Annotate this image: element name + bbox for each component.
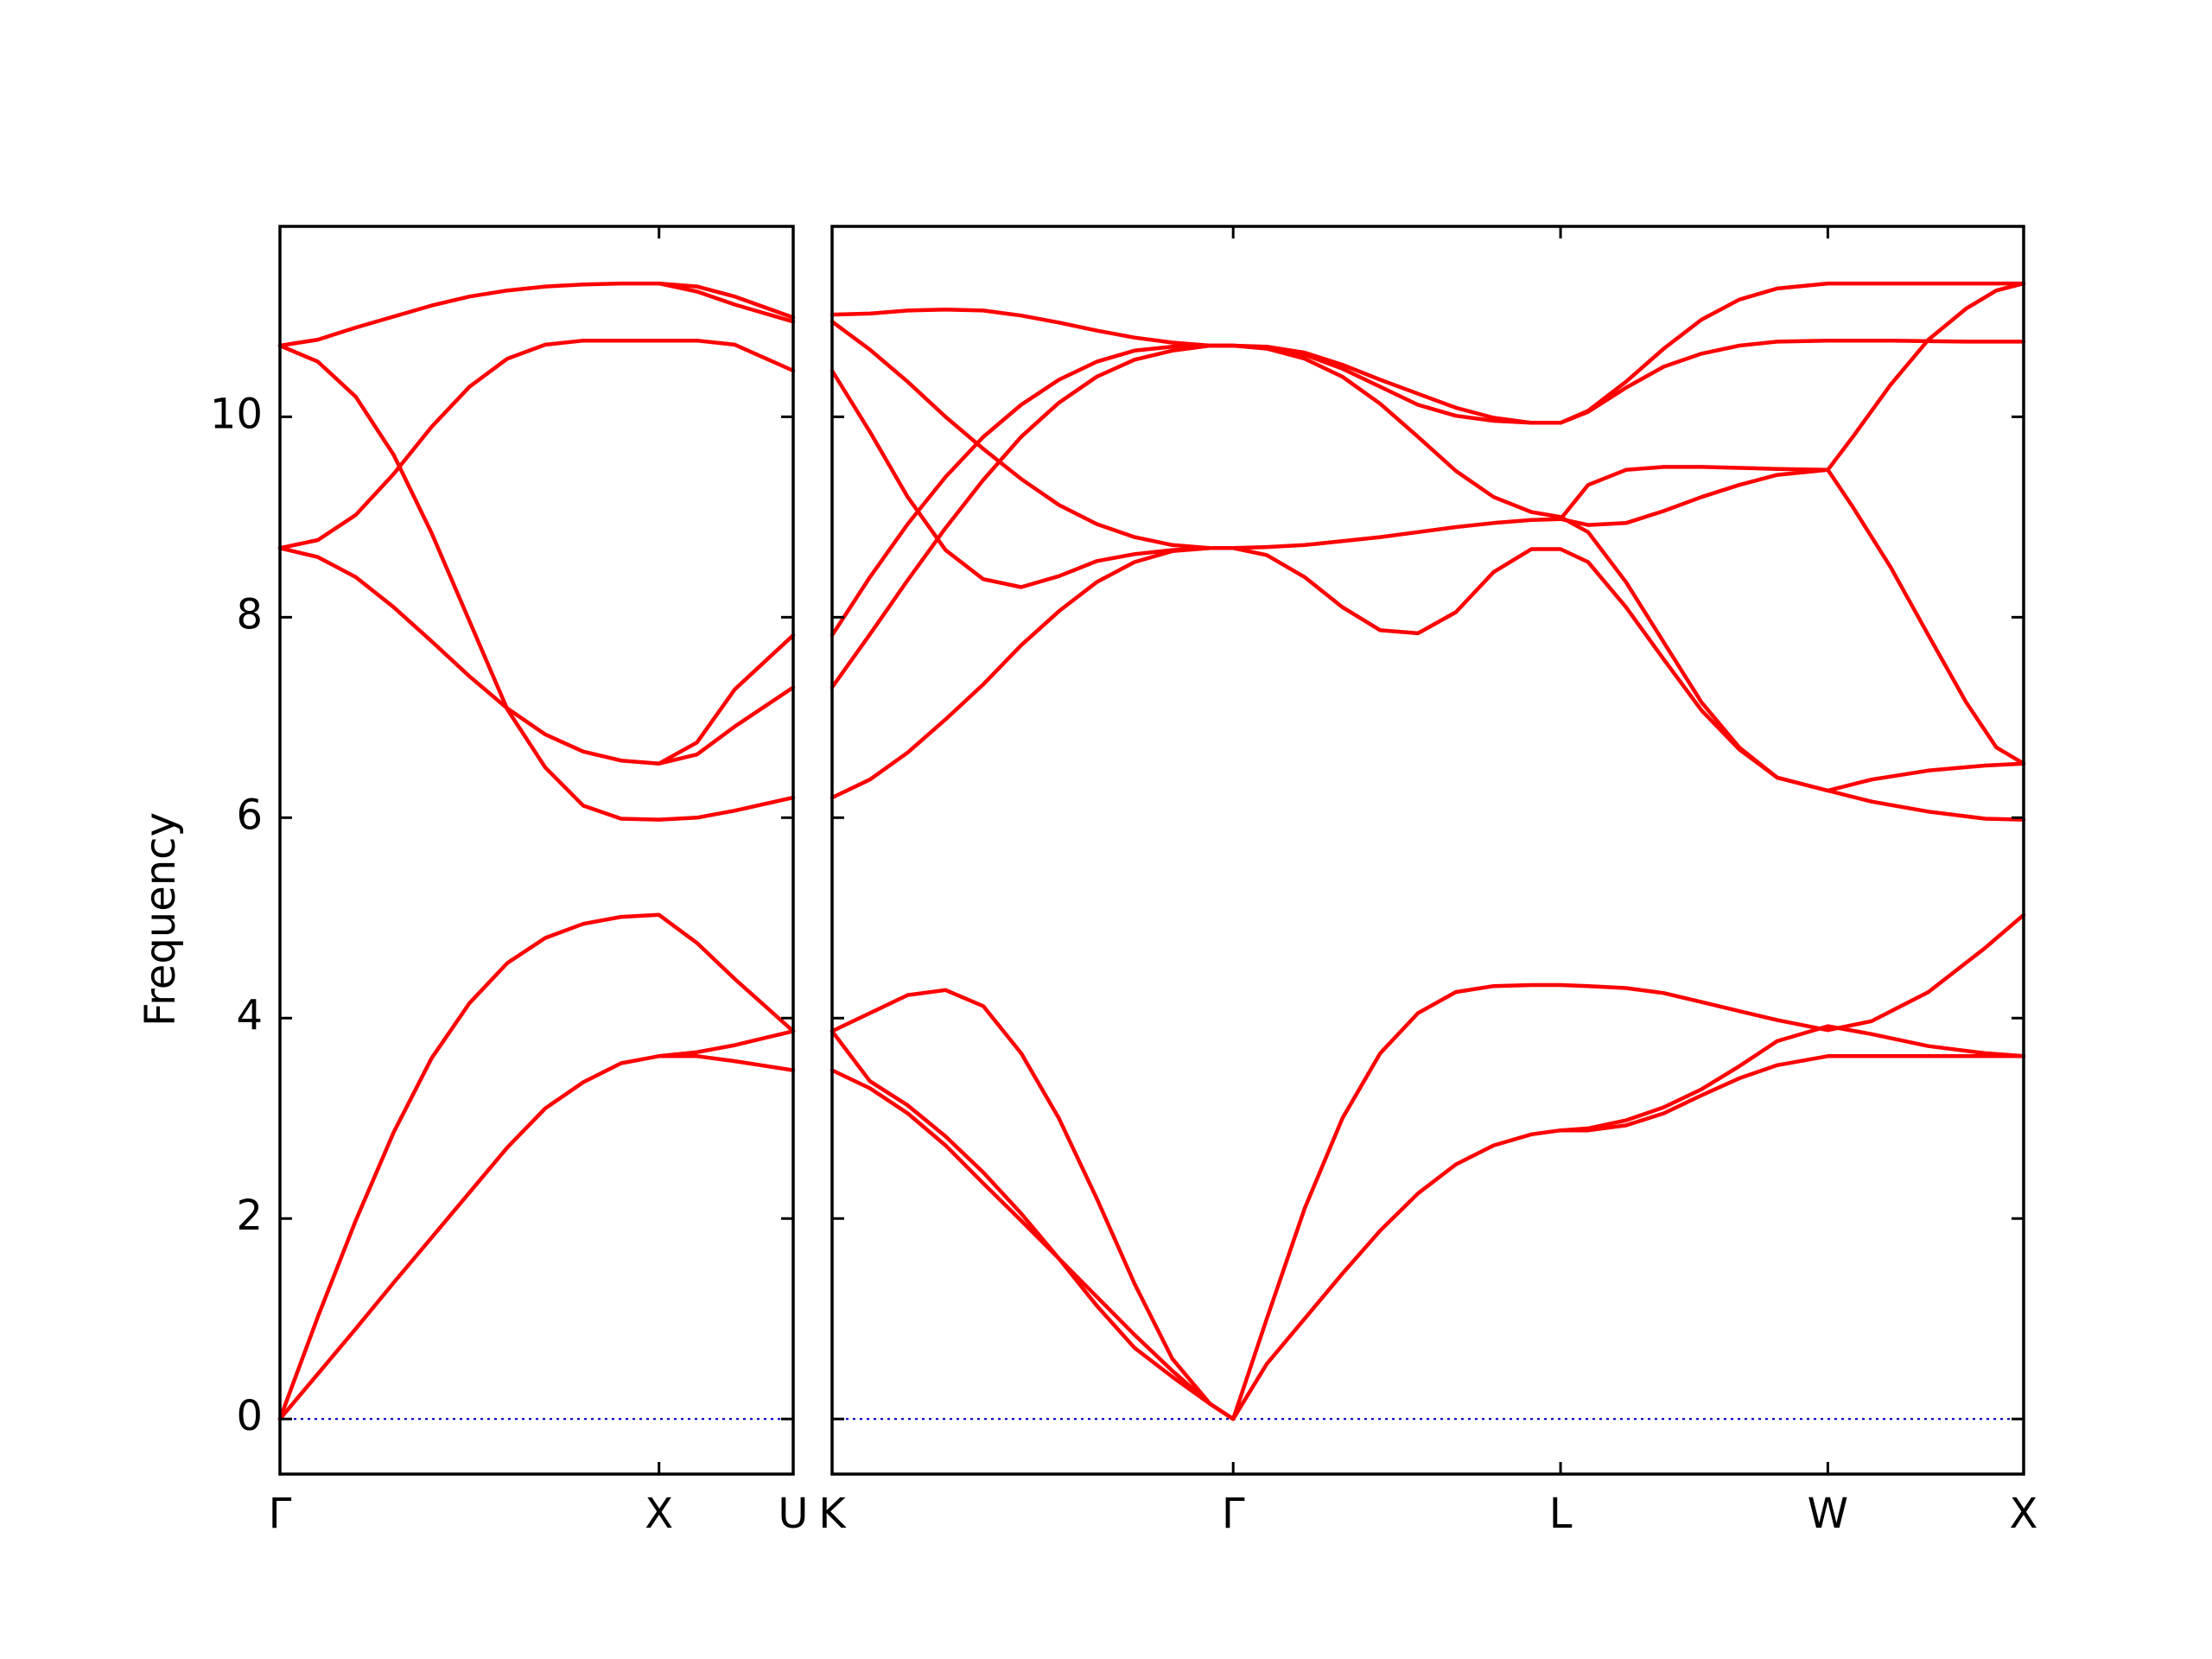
band-line-1-2 bbox=[277, 912, 796, 1421]
band-line-1-9 bbox=[657, 281, 796, 324]
band-line-1-4 bbox=[277, 546, 796, 766]
y-tick-label: 4 bbox=[236, 991, 263, 1039]
y-tick-label: 2 bbox=[236, 1192, 263, 1240]
x-tick-label: Γ bbox=[1222, 1490, 1245, 1538]
y-axis-label: Frequency bbox=[137, 812, 185, 1027]
x-tick-label: L bbox=[1549, 1490, 1573, 1538]
x-tick-label: X bbox=[645, 1490, 673, 1538]
band-line-2-10 bbox=[830, 368, 2026, 766]
band-line-2-8 bbox=[830, 343, 2026, 793]
x-tick-label: K bbox=[818, 1490, 847, 1538]
band-line-2-6 bbox=[1230, 912, 2026, 1421]
y-tick-label: 6 bbox=[236, 791, 263, 839]
band-line-2-13 bbox=[830, 281, 2026, 425]
y-tick-label: 8 bbox=[236, 590, 263, 639]
plot-frame bbox=[830, 225, 2025, 1476]
x-tick-label: X bbox=[2010, 1490, 2038, 1538]
band-line-1-1 bbox=[277, 1054, 796, 1421]
band-line-2-9 bbox=[830, 338, 2026, 638]
x-tick-label: U bbox=[778, 1490, 808, 1538]
band-line-1-3 bbox=[657, 1029, 796, 1058]
band-line-1-7 bbox=[277, 338, 796, 550]
y-axis-label-group: Frequency bbox=[137, 812, 185, 1027]
band-line-2-7 bbox=[830, 546, 2026, 822]
band-line-2-3 bbox=[830, 988, 1236, 1421]
panel-1: 0 2 4 6 8 10 Γ X U bbox=[210, 225, 809, 1538]
y-tick-label: 10 bbox=[210, 390, 263, 438]
band-line-1-8 bbox=[277, 281, 796, 348]
band-line-2-4 bbox=[1230, 1054, 2026, 1421]
band-line-1-5 bbox=[657, 632, 796, 766]
band-line-2-5 bbox=[1558, 1024, 2026, 1133]
panels: 0 2 4 6 8 10 Γ X U K Γ L W X bbox=[210, 225, 2038, 1538]
plot-frame bbox=[278, 225, 795, 1476]
band-line-2-2 bbox=[830, 1029, 1236, 1421]
band-line-2-12 bbox=[830, 319, 1236, 550]
band-line-2-11 bbox=[1558, 281, 2026, 521]
x-tick-label: W bbox=[1808, 1490, 1848, 1538]
y-tick-label: 0 bbox=[236, 1392, 263, 1440]
band-line-1-6 bbox=[277, 343, 796, 822]
x-tick-label: Γ bbox=[269, 1490, 292, 1538]
band-line-2-1 bbox=[830, 1068, 1236, 1421]
